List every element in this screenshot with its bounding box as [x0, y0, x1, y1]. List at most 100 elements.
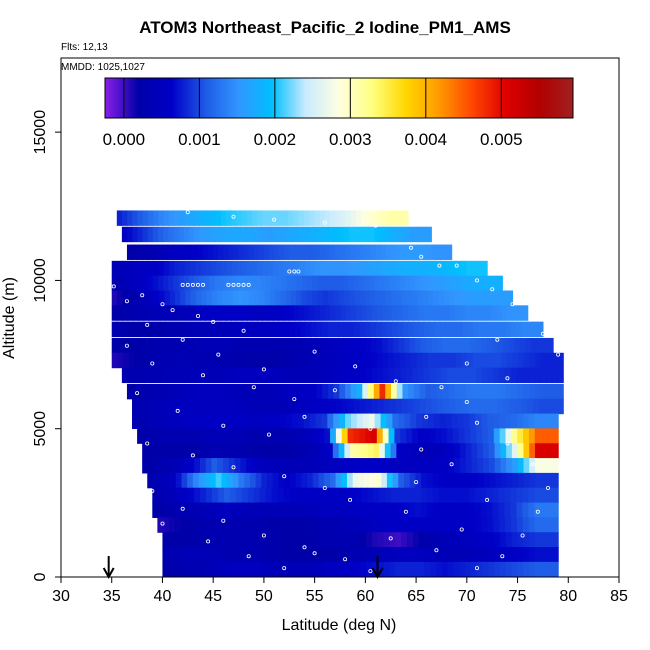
heatmap-cell — [402, 210, 409, 226]
heatmap-cell — [201, 290, 208, 306]
heatmap-cell — [489, 472, 496, 489]
heatmap-cell — [132, 244, 138, 260]
heatmap-cell — [288, 305, 295, 321]
heatmap-cell — [356, 260, 363, 277]
heatmap-cell — [309, 443, 317, 459]
heatmap-cell — [409, 472, 417, 489]
heatmap-cell — [322, 275, 329, 292]
heatmap-cell — [449, 472, 457, 489]
heatmap-cell — [309, 352, 316, 369]
heatmap-cell — [392, 413, 399, 430]
heatmap-cell — [396, 502, 404, 518]
heatmap-cell — [523, 532, 530, 548]
heatmap-cell — [238, 472, 245, 489]
heatmap-cell — [534, 367, 541, 384]
heatmap-cell — [116, 275, 123, 292]
heatmap-cell — [443, 472, 451, 489]
heatmap-cell — [153, 458, 161, 474]
heatmap-cell — [205, 305, 212, 321]
heatmap-cell — [410, 352, 418, 369]
heatmap-cell — [431, 244, 437, 260]
colorbar: 0.000 0.001 0.002 0.003 0.004 0.005 — [103, 77, 574, 149]
heatmap-cell — [445, 321, 452, 338]
heatmap-cell — [456, 275, 462, 292]
heatmap-cell — [407, 443, 415, 459]
track-point — [373, 223, 378, 228]
heatmap-cell — [450, 260, 457, 277]
heatmap-cell — [185, 352, 192, 369]
heatmap-cell — [367, 260, 374, 277]
heatmap-cell — [232, 532, 239, 548]
heatmap-cell — [165, 458, 172, 474]
heatmap-cell — [222, 337, 229, 354]
heatmap-cell — [232, 547, 239, 563]
heatmap-cell — [122, 290, 129, 306]
heatmap-cell — [471, 260, 478, 277]
heatmap-cell — [407, 398, 415, 415]
heatmap-cell — [487, 428, 495, 444]
heatmap-cell — [341, 260, 347, 277]
heatmap-cell — [224, 383, 231, 400]
heatmap-cell — [353, 398, 361, 415]
heatmap-cell — [522, 305, 529, 321]
heatmap-cell — [277, 210, 284, 226]
heatmap-cell — [197, 244, 204, 260]
heatmap-cell — [355, 487, 362, 504]
heatmap-cell — [372, 260, 379, 277]
heatmap-cell — [408, 321, 415, 338]
heatmap-cell — [501, 305, 508, 321]
heatmap-cell — [211, 487, 219, 504]
heatmap-cell — [466, 472, 474, 489]
heatmap-cell — [307, 472, 314, 489]
heatmap-cell — [317, 275, 324, 292]
heatmap-cell — [447, 367, 454, 384]
heatmap-cell — [340, 305, 347, 321]
heatmap-cell — [160, 428, 167, 444]
heatmap-cell — [456, 502, 464, 518]
heatmap-cell — [526, 321, 533, 338]
heatmap-cell — [367, 487, 374, 504]
heatmap-cell — [499, 367, 506, 384]
heatmap-cell — [557, 398, 564, 415]
heatmap-cell — [168, 210, 175, 226]
heatmap-cell — [246, 210, 253, 226]
arrow-head — [102, 567, 115, 580]
heatmap-cell — [227, 472, 234, 489]
heatmap-cell — [268, 260, 274, 277]
heatmap-cell — [395, 226, 401, 243]
heatmap-cell — [335, 428, 343, 444]
heatmap-cell — [474, 487, 482, 504]
heatmap-cell — [345, 413, 352, 430]
heatmap-cell — [445, 275, 452, 292]
heatmap-cell — [420, 275, 426, 292]
heatmap-cell — [132, 305, 139, 321]
heatmap-cell — [546, 428, 553, 444]
heatmap-cell — [465, 443, 473, 459]
heatmap-cell — [360, 532, 367, 548]
heatmap-cell — [270, 383, 277, 400]
heatmap-cell — [354, 321, 361, 338]
heatmap-cell — [439, 352, 446, 369]
heatmap-cell — [541, 472, 548, 489]
heatmap-cell — [194, 210, 201, 226]
heatmap-cell — [214, 275, 221, 292]
heatmap-cell — [230, 383, 237, 400]
heatmap-cell — [289, 321, 296, 338]
y-tick-label: 0 — [32, 572, 49, 581]
heatmap-cell — [429, 321, 436, 338]
heatmap-cell — [540, 443, 548, 459]
heatmap-cell — [179, 532, 187, 548]
heatmap-cell — [359, 321, 366, 338]
heatmap-cell — [339, 413, 346, 430]
x-tick-label: 85 — [610, 588, 628, 605]
heatmap-cell — [445, 260, 452, 277]
heatmap-cell — [137, 428, 144, 444]
heatmap-cell — [148, 428, 156, 444]
heatmap-cell — [546, 532, 553, 548]
heatmap-cell — [365, 337, 372, 354]
heatmap-cell — [528, 413, 536, 430]
heatmap-cell — [265, 502, 273, 518]
heatmap-cell — [148, 210, 154, 226]
heatmap-cell — [208, 413, 216, 430]
heatmap-cell — [540, 547, 548, 563]
